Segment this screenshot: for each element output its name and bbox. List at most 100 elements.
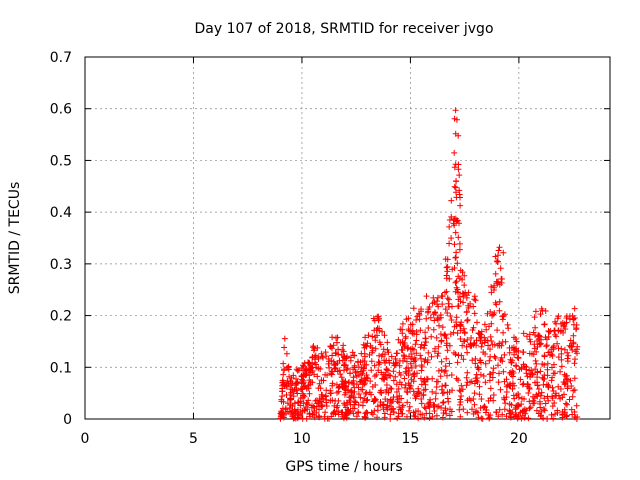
data-point	[297, 398, 304, 405]
data-point	[457, 322, 464, 329]
data-point	[470, 303, 477, 310]
data-point	[360, 377, 367, 384]
data-point	[477, 405, 484, 411]
data-point	[318, 398, 325, 405]
data-point	[454, 359, 461, 366]
data-point	[542, 308, 549, 314]
data-point	[474, 319, 480, 326]
data-point	[302, 404, 309, 410]
data-point	[421, 376, 428, 383]
data-point	[497, 265, 504, 272]
y-tick-label: 0.5	[50, 153, 72, 169]
data-point	[422, 386, 429, 393]
data-point	[343, 366, 350, 373]
data-point	[446, 240, 453, 247]
data-point	[457, 267, 464, 274]
data-point	[456, 240, 463, 247]
data-point	[344, 410, 350, 417]
data-point	[357, 359, 364, 366]
data-point	[517, 376, 524, 383]
data-point	[475, 366, 482, 373]
data-point	[399, 404, 406, 410]
data-point	[513, 338, 520, 345]
data-point	[281, 335, 288, 342]
data-point	[371, 397, 378, 404]
data-point	[323, 396, 330, 403]
data-point	[299, 376, 305, 383]
data-point	[418, 308, 424, 315]
data-point	[525, 415, 532, 422]
data-point	[496, 406, 503, 413]
plot-frame	[84, 56, 611, 420]
data-point	[362, 391, 369, 397]
data-point	[384, 346, 391, 353]
data-point	[393, 359, 400, 366]
data-point	[456, 187, 463, 194]
data-point	[515, 391, 521, 397]
data-point	[520, 380, 527, 387]
data-point	[321, 415, 328, 422]
data-point	[492, 253, 499, 260]
data-point	[485, 342, 492, 349]
data-point	[434, 301, 441, 308]
data-point	[437, 331, 444, 338]
data-point	[419, 363, 426, 370]
data-point	[460, 293, 467, 300]
data-point	[429, 300, 436, 307]
x-tick-label: 5	[189, 431, 198, 447]
data-point	[509, 373, 516, 380]
data-point	[543, 343, 550, 350]
data-point	[532, 332, 538, 338]
data-point	[332, 350, 339, 357]
data-point	[455, 303, 461, 310]
data-point	[397, 372, 404, 378]
data-point	[552, 318, 558, 325]
data-point	[291, 386, 298, 393]
data-point	[402, 333, 409, 340]
data-point	[395, 385, 402, 392]
data-point	[565, 352, 572, 359]
data-point	[364, 396, 371, 403]
data-point	[503, 413, 510, 420]
data-point	[510, 370, 517, 376]
data-point	[444, 310, 451, 316]
data-point	[359, 386, 366, 393]
data-point	[439, 414, 446, 421]
data-point	[357, 379, 363, 385]
data-point	[464, 336, 471, 343]
data-point	[334, 389, 340, 396]
data-point	[403, 388, 410, 395]
y-tick-label: 0.1	[50, 360, 72, 376]
data-point	[448, 235, 455, 242]
data-point	[471, 390, 478, 397]
data-point	[439, 390, 446, 397]
data-point	[422, 335, 429, 342]
data-point	[559, 414, 566, 421]
data-point	[281, 366, 288, 373]
data-point	[429, 388, 436, 395]
data-point	[540, 376, 547, 382]
y-tick-label: 0.7	[50, 50, 72, 66]
data-point	[514, 354, 521, 361]
data-point	[333, 404, 340, 411]
data-point	[355, 384, 362, 391]
data-point	[387, 385, 394, 392]
data-point	[502, 400, 509, 407]
data-point	[561, 411, 568, 417]
data-point	[327, 390, 334, 397]
data-point	[534, 343, 541, 350]
data-point	[527, 374, 534, 380]
data-point	[560, 329, 567, 336]
data-point	[341, 385, 347, 392]
data-point	[444, 347, 451, 354]
data-point	[408, 351, 415, 358]
data-point	[452, 254, 459, 261]
data-point	[287, 378, 294, 385]
data-point	[347, 357, 354, 364]
data-point	[564, 349, 571, 356]
data-point	[402, 384, 408, 391]
data-point	[490, 392, 497, 398]
data-point	[464, 349, 471, 356]
data-point	[506, 382, 513, 389]
data-point	[293, 380, 300, 387]
